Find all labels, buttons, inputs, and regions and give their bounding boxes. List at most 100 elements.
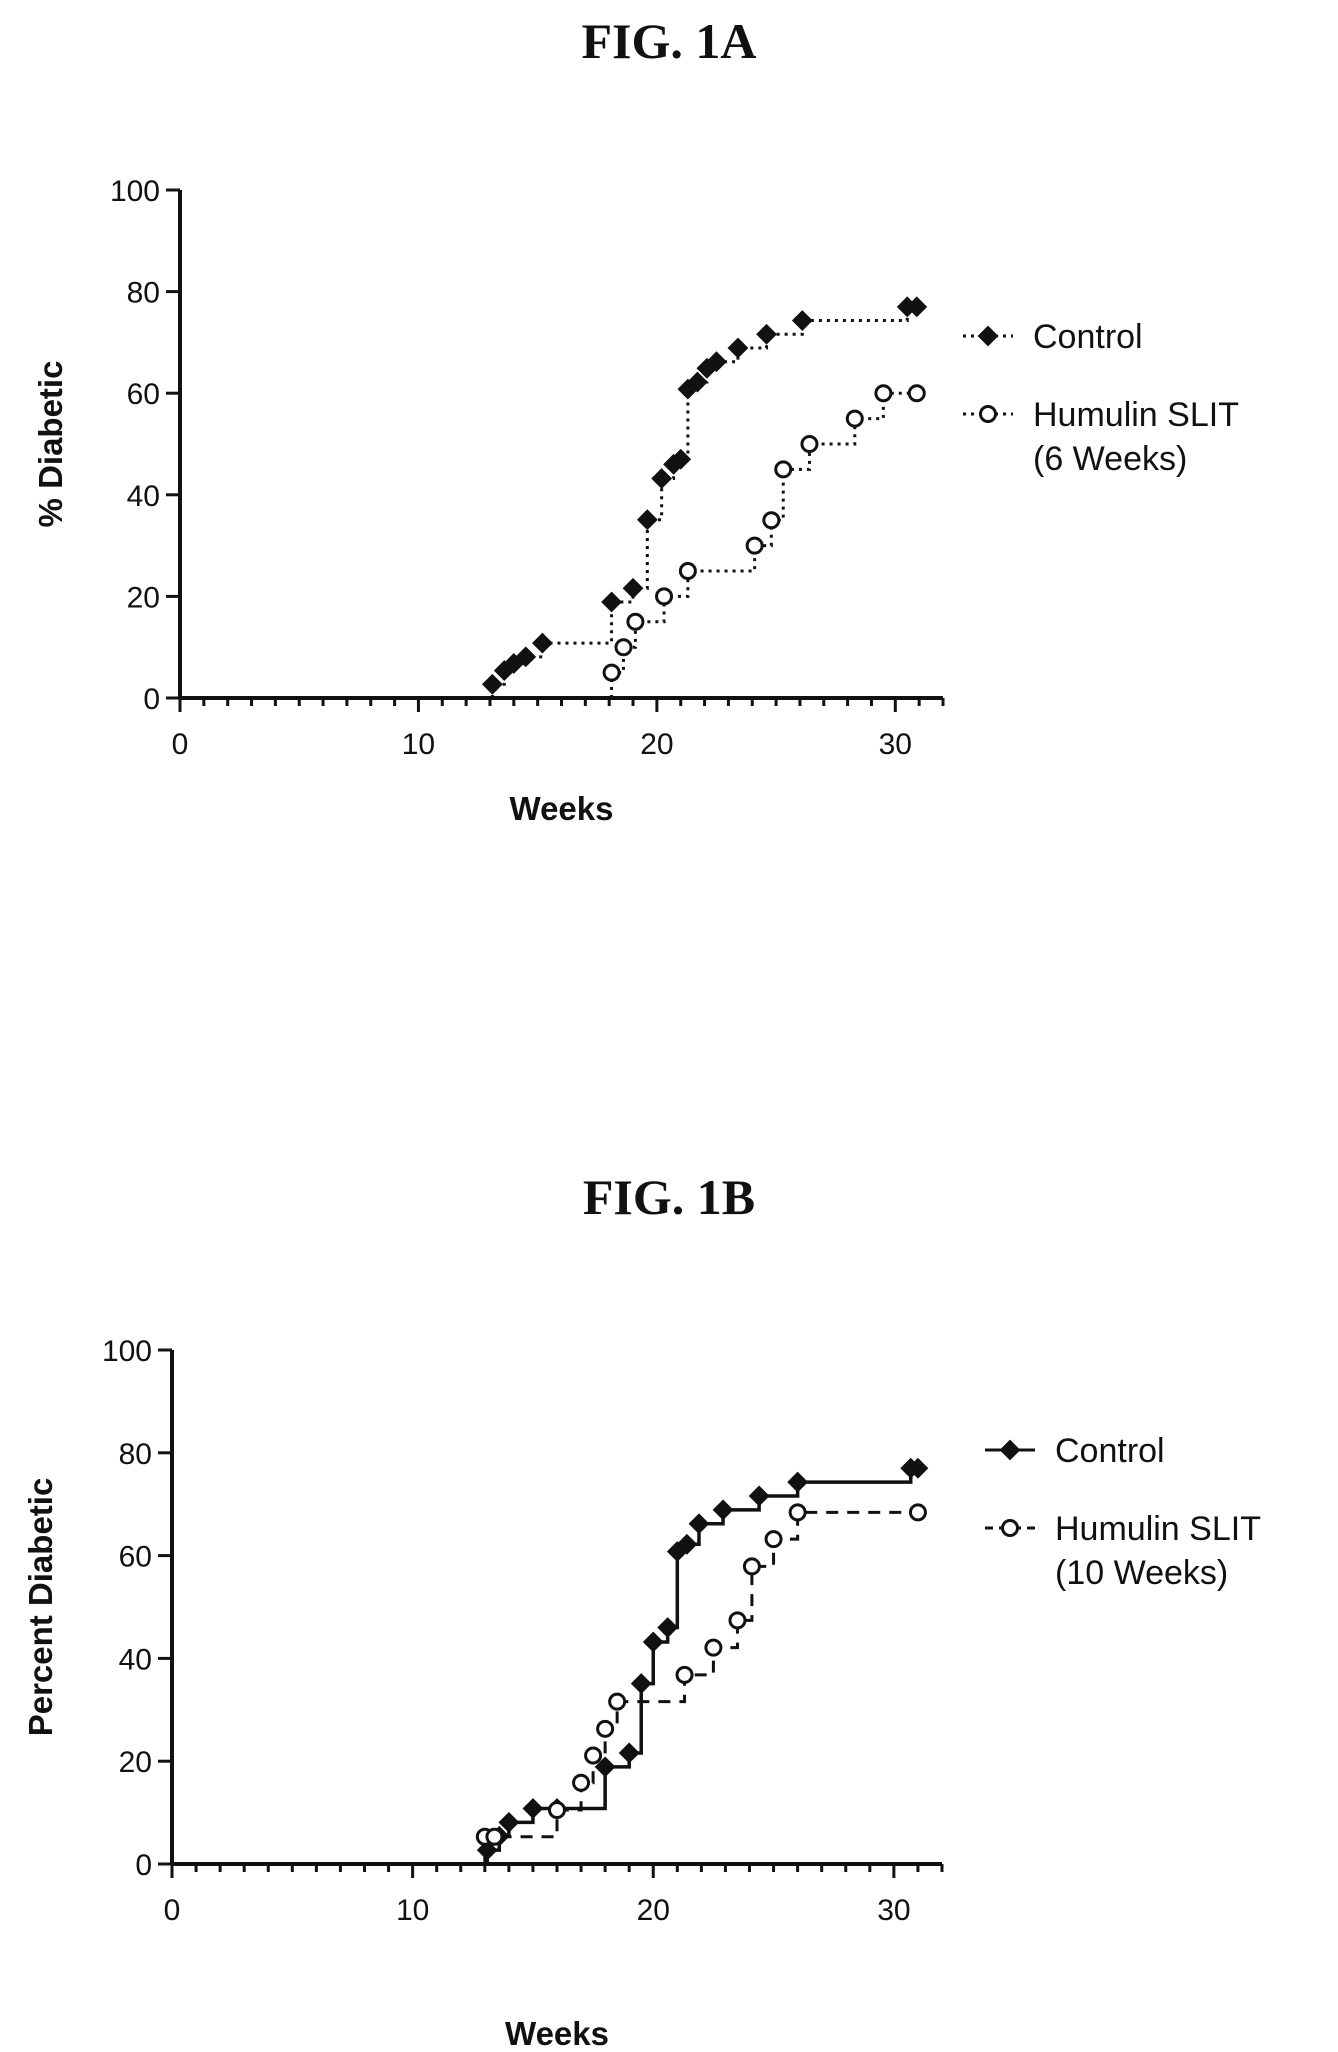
data-point <box>657 1617 679 1638</box>
data-point <box>636 509 658 531</box>
y-axis-title: Percent Diabetic <box>22 1478 59 1737</box>
figure-1b: FIG. 1B 0 10 20 30 0 20 40 60 80 100 Weeks Percent … <box>0 1160 1338 2052</box>
y-tick-label: 60 <box>127 378 160 411</box>
data-point <box>481 673 503 695</box>
data-point <box>756 323 777 345</box>
legend-label: Humulin SLIT <box>1055 1510 1261 1548</box>
chart-1b: 0 10 20 30 0 20 40 60 80 100 Weeks Percent Diabetic… <box>22 1335 1261 2052</box>
data-point <box>845 409 864 428</box>
y-tick-label: 40 <box>127 480 160 513</box>
data-point <box>704 1638 723 1657</box>
figure-1a: FIG. 1A 0 10 20 30 0 20 40 60 80 100 Weeks % Diabet… <box>0 0 1338 960</box>
data-point <box>676 1533 698 1555</box>
y-tick-label: 100 <box>110 175 160 208</box>
data-point <box>742 1557 761 1576</box>
data-point <box>788 1503 807 1522</box>
legend-label: (10 Weeks) <box>1055 1554 1228 1592</box>
y-tick-label: 20 <box>127 581 160 614</box>
data-point <box>764 1530 783 1549</box>
data-point <box>906 296 928 318</box>
legend-label: (6 Weeks) <box>1033 440 1187 478</box>
y-axis-title: % Diabetic <box>32 361 69 528</box>
data-point <box>626 612 645 631</box>
legend-item: Control <box>985 1432 1165 1470</box>
data-point <box>608 1692 627 1711</box>
data-point <box>522 1798 544 1819</box>
data-point <box>774 460 793 479</box>
data-point <box>678 562 697 580</box>
x-axis-title: Weeks <box>510 790 614 827</box>
data-point <box>787 1471 809 1493</box>
data-point <box>688 1513 710 1535</box>
data-point <box>602 663 621 682</box>
data-point <box>762 511 781 530</box>
legend-item: Humulin SLIT (6 Weeks) <box>963 396 1239 478</box>
axes: 0 10 20 30 0 20 40 60 80 100 <box>102 1335 944 1927</box>
data-point <box>907 384 926 403</box>
x-tick-label: 20 <box>640 728 673 761</box>
data-point <box>727 337 749 359</box>
series-1 <box>476 1457 929 1864</box>
x-tick-label: 10 <box>396 1894 429 1927</box>
data-point <box>584 1746 603 1765</box>
axes: 0 10 20 30 0 20 40 60 80 100 <box>110 175 945 761</box>
series-line <box>610 391 917 698</box>
x-tick-label: 20 <box>637 1894 670 1927</box>
data-point <box>655 587 674 606</box>
data-point <box>476 1839 498 1861</box>
data-point <box>622 577 644 599</box>
legend-marker <box>999 1439 1021 1461</box>
data-point <box>745 536 764 555</box>
data-point <box>498 1811 520 1833</box>
figure-title: FIG. 1B <box>582 1169 756 1225</box>
data-point <box>686 371 708 393</box>
y-tick-label: 100 <box>102 1335 152 1368</box>
data-point <box>485 1827 504 1846</box>
data-point <box>706 351 727 373</box>
data-point <box>874 384 893 403</box>
legend-item: Control <box>963 318 1143 356</box>
x-tick-label: 10 <box>402 728 435 761</box>
data-point <box>728 1611 747 1630</box>
data-point <box>800 435 819 453</box>
data-point <box>791 310 813 331</box>
data-point <box>675 1665 694 1684</box>
data-point <box>712 1499 734 1521</box>
legend-label: Control <box>1055 1432 1165 1470</box>
legend-marker <box>1001 1519 1019 1537</box>
x-tick-label: 0 <box>164 1894 181 1927</box>
x-tick-label: 0 <box>172 728 189 761</box>
y-tick-label: 80 <box>119 1438 152 1471</box>
data-point <box>907 1457 929 1479</box>
legend-label: Humulin SLIT <box>1033 396 1239 434</box>
x-tick-label: 30 <box>879 728 912 761</box>
data-point <box>908 1503 927 1522</box>
data-point <box>601 591 622 613</box>
data-point <box>594 1756 616 1778</box>
y-tick-label: 60 <box>119 1541 152 1574</box>
series-2 <box>475 1503 927 1864</box>
data-point <box>614 638 633 657</box>
figure-title: FIG. 1A <box>581 13 757 69</box>
data-point <box>596 1719 615 1738</box>
data-point <box>670 448 692 470</box>
data-point <box>651 468 673 489</box>
chart-1a: 0 10 20 30 0 20 40 60 80 100 Weeks % Diabetic Contro… <box>32 175 1239 827</box>
y-tick-label: 80 <box>127 277 160 310</box>
data-point <box>515 646 537 668</box>
data-point <box>532 632 553 654</box>
data-point <box>642 1631 664 1653</box>
legend-marker <box>979 405 997 423</box>
data-point <box>548 1801 566 1820</box>
legend-marker <box>977 325 999 347</box>
data-point <box>748 1485 770 1507</box>
series-1 <box>481 296 928 698</box>
data-point <box>630 1673 652 1695</box>
data-point <box>572 1773 591 1792</box>
legend-label: Control <box>1033 318 1143 356</box>
data-point <box>618 1742 640 1764</box>
y-tick-label: 20 <box>119 1746 152 1779</box>
y-tick-label: 0 <box>135 1849 152 1882</box>
y-tick-label: 40 <box>119 1643 152 1676</box>
x-tick-label: 30 <box>877 1894 910 1927</box>
